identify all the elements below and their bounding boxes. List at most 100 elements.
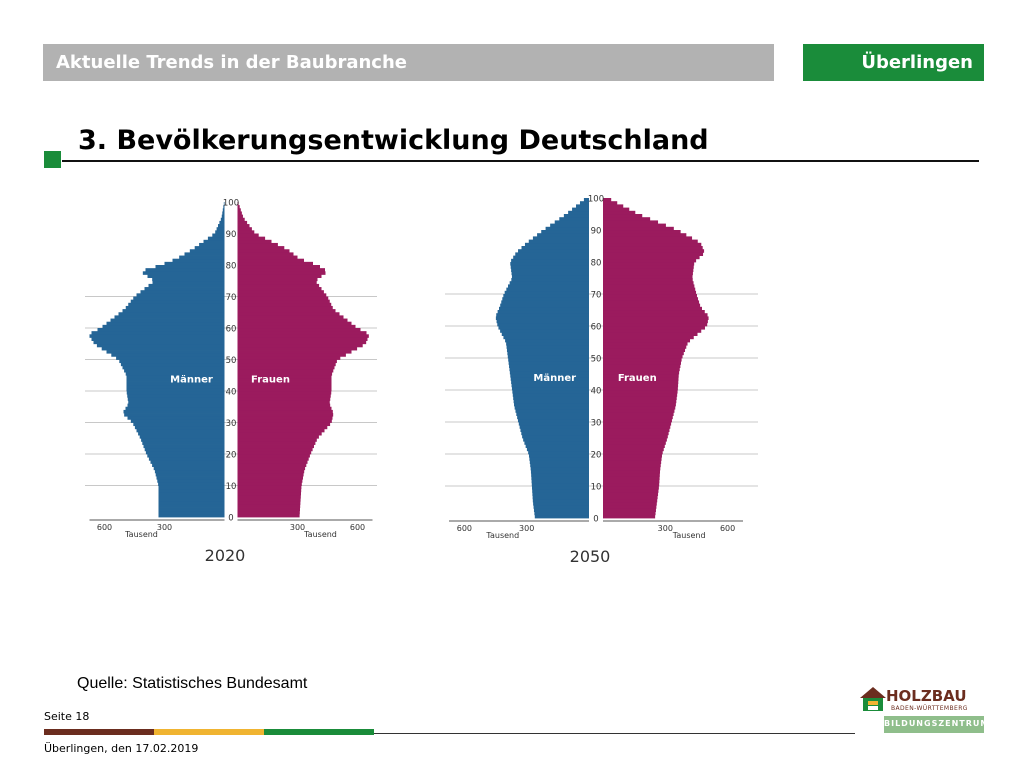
men-bar-age-9 [158,485,225,490]
women-bar-age-91 [237,227,252,231]
women-bar-age-96 [237,211,242,215]
women-bar-age-58 [237,331,367,335]
women-bar-age-76 [603,271,693,276]
men-bar-age-34 [514,406,589,410]
men-bar-age-75 [152,277,225,282]
men-bar-age-7 [532,492,589,496]
men-bar-age-48 [120,362,225,367]
women-bar-age-2 [603,508,656,512]
women-bar-age-86 [603,239,698,244]
women-bar-age-10 [237,482,302,486]
women-bar-age-33 [237,409,333,414]
men-bar-age-24 [523,438,589,442]
women-bar-age-74 [237,280,317,285]
women-bar-age-65 [237,309,336,313]
women-bar-age-41 [237,384,332,389]
women-bar-age-49 [603,358,682,362]
men-bar-age-75 [511,274,589,279]
men-bar-age-70 [504,290,589,295]
women-bar-age-7 [237,491,301,496]
men-bar-age-17 [150,460,225,464]
men-bar-age-3 [158,504,225,508]
women-bar-age-47 [603,364,681,368]
women-bar-age-49 [237,359,337,364]
women-bar-age-0 [237,513,300,518]
women-bar-age-35 [603,402,676,407]
men-bar-age-53 [101,346,225,351]
men-bar-age-26 [138,431,225,436]
women-bar-age-56 [237,337,368,341]
women-bar-age-19 [603,454,662,458]
men-bar-age-51 [111,353,225,357]
women-bar-age-37 [603,396,677,400]
men-bar-age-80 [164,261,225,266]
women-bar-age-36 [603,399,677,404]
men-bar-age-9 [531,486,589,490]
men-bar-age-61 [106,321,225,326]
women-bar-age-12 [603,476,660,480]
men-bar-age-87 [203,239,225,244]
women-bar-age-82 [603,252,704,256]
women-bar-age-59 [603,326,705,330]
men-bar-age-35 [514,402,589,407]
women-bar-age-90 [603,226,674,231]
men-bar-age-8 [158,488,225,493]
women-bar-age-57 [603,332,698,336]
men-bar-age-86 [528,239,589,244]
women-bar-age-90 [237,230,255,234]
men-bar-age-63 [496,313,589,317]
women-bar-age-4 [237,501,301,505]
women-bar-age-41 [603,383,679,388]
men-bar-age-20 [145,450,225,455]
age-tick-label-90: 90 [226,230,237,240]
men-bar-age-0 [158,513,225,518]
men-unit-label: Tausend [485,531,519,540]
women-bar-age-78 [603,265,694,269]
women-bar-age-66 [237,305,333,310]
men-bar-age-31 [517,415,589,420]
men-bar-age-96 [222,211,225,215]
women-bar-age-29 [603,422,672,426]
men-bar-age-56 [503,335,589,340]
men-bar-age-81 [172,258,225,263]
women-bar-age-50 [237,356,341,360]
women-bar-age-6 [237,494,301,499]
men-bar-age-64 [497,310,589,314]
footer-strip-yellow [154,729,264,735]
women-bar-age-84 [237,249,290,253]
men-bar-age-47 [122,365,225,370]
women-x-tick-600: 600 [720,524,735,533]
men-bar-age-15 [530,466,589,471]
logo-brand: HOLZBAU [886,687,967,705]
women-bar-age-52 [237,350,352,354]
women-bar-age-85 [603,242,702,247]
women-bar-age-40 [603,386,678,391]
men-bar-age-25 [139,435,225,439]
men-bar-age-98 [223,205,225,209]
men-bar-age-99 [583,198,589,202]
women-bar-age-55 [603,338,691,343]
women-bar-age-43 [603,377,679,381]
women-bar-age-3 [237,504,301,508]
men-bar-age-73 [148,283,225,288]
men-bar-age-32 [516,412,589,416]
women-bar-age-4 [603,502,657,506]
women-bar-age-69 [603,294,697,298]
women-unit-label: Tausend [672,531,706,540]
men-bar-age-38 [512,393,589,397]
women-bar-age-64 [603,310,705,314]
age-tick-label-80: 80 [591,259,602,269]
men-bar-age-29 [518,422,589,426]
logo-subtitle: BILDUNGSZENTRUM [884,719,990,728]
women-bar-age-28 [237,425,328,430]
men-bar-age-27 [520,428,589,432]
men-bar-age-0 [534,514,589,519]
location-label: Überlingen [861,52,973,73]
women-bar-age-14 [603,470,661,474]
women-bar-age-83 [237,252,294,256]
men-bar-age-21 [144,447,225,452]
women-unit-label: Tausend [303,530,337,539]
men-bar-age-77 [511,268,589,272]
men-bar-age-87 [532,236,589,240]
men-bar-age-79 [510,262,589,266]
